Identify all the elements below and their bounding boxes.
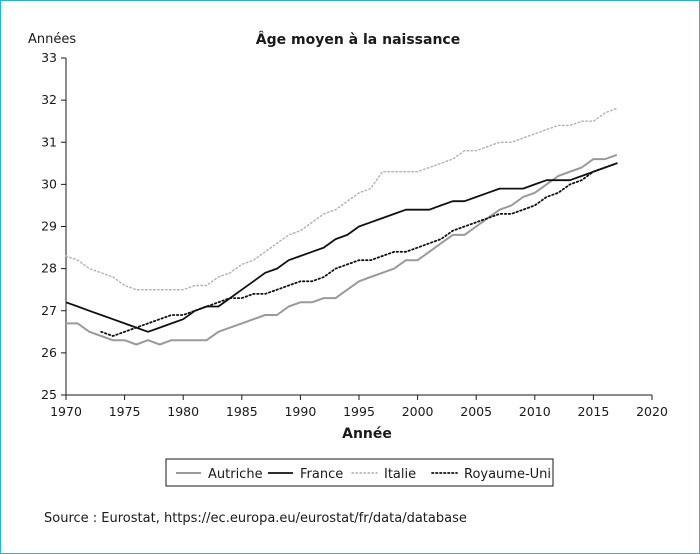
y-tick-label: 32 [41,92,57,107]
legend-label: Royaume-Uni [464,467,551,482]
source-note: Source : Eurostat, https://ec.europa.eu/… [44,511,467,526]
legend-label: France [300,467,343,482]
x-tick-label: 1970 [50,404,82,419]
y-tick-label: 30 [41,176,57,191]
y-tick-label: 27 [41,303,57,318]
x-tick-label: 1975 [109,404,141,419]
series-line-france [65,162,618,333]
y-tick-label: 33 [41,50,57,65]
x-tick-label: 2000 [402,404,434,419]
y-tick-label: 29 [41,219,57,234]
legend-box [165,458,554,487]
series-line-autriche [66,153,618,346]
x-tick-label: 2015 [577,404,609,419]
legend: Autriche France Italie Royaume-Uni [176,467,551,482]
legend-label: Autriche [208,467,263,482]
x-tick-label: 1985 [226,404,258,419]
legend-label: Italie [384,467,416,482]
chart-title: Âge moyen à la naissance [256,31,460,48]
series-line-royaume-uni [100,162,618,337]
y-tick-label: 26 [41,345,57,360]
y-axis-label: Années [28,32,76,47]
x-tick-label: 1990 [284,404,316,419]
series-lines [65,107,618,346]
axes [61,57,653,400]
x-axis-label: Année [342,426,392,442]
tick-labels: 25 26 27 28 29 30 31 32 33 1970 1975 1980 1985 1990 19… [41,50,668,419]
y-tick-label: 25 [41,387,57,402]
y-tick-label: 31 [41,134,57,149]
x-tick-label: 1980 [167,404,199,419]
y-tick-label: 28 [41,261,57,276]
x-tick-label: 2020 [636,404,668,419]
x-tick-label: 2010 [519,404,551,419]
x-tick-label: 2005 [460,404,492,419]
x-tick-label: 1995 [343,404,375,419]
series-line-italie [65,107,618,291]
